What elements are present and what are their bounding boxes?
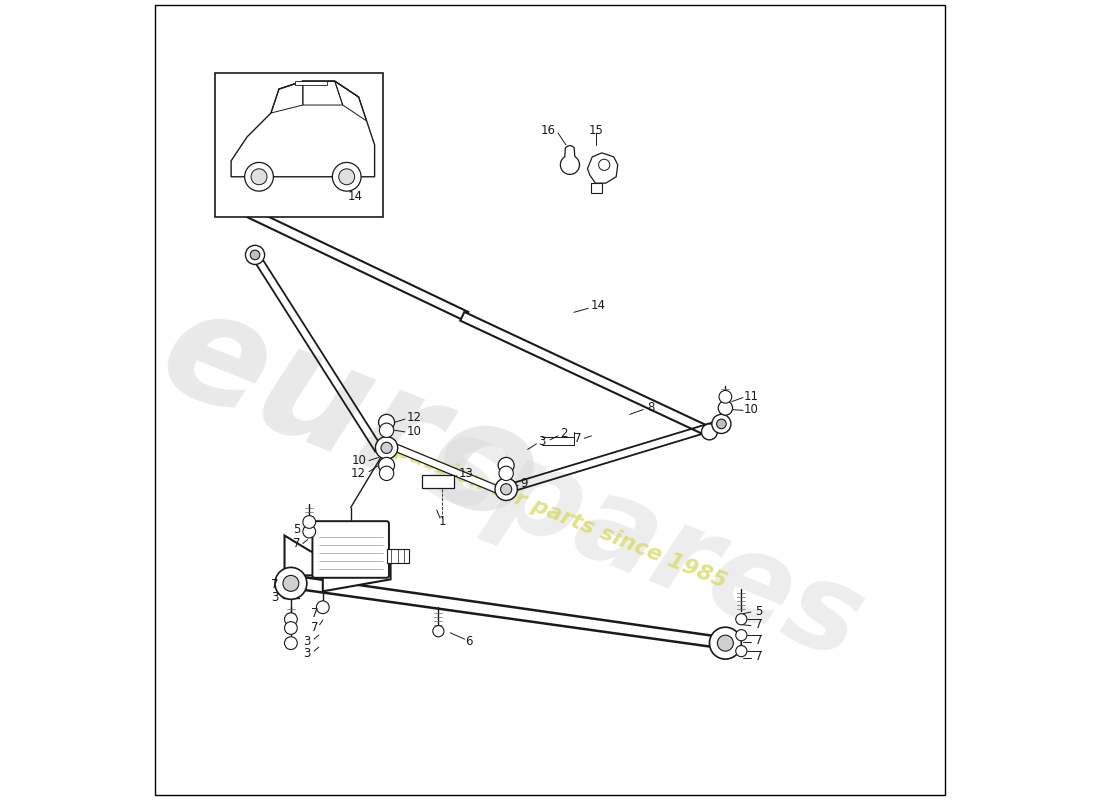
Circle shape — [499, 466, 514, 481]
Circle shape — [317, 601, 329, 614]
Text: 12: 12 — [407, 411, 422, 424]
Circle shape — [244, 162, 274, 191]
Text: 14: 14 — [348, 190, 362, 203]
Circle shape — [718, 401, 733, 415]
Text: 7: 7 — [272, 578, 278, 591]
Text: 7: 7 — [311, 607, 319, 620]
Polygon shape — [587, 153, 618, 183]
Circle shape — [378, 458, 395, 474]
Circle shape — [285, 613, 297, 626]
Circle shape — [717, 635, 734, 651]
Text: 5: 5 — [756, 605, 762, 618]
Text: 14: 14 — [591, 299, 605, 313]
Circle shape — [500, 484, 512, 495]
Circle shape — [381, 442, 393, 454]
Text: 1: 1 — [439, 514, 447, 528]
Circle shape — [219, 194, 235, 210]
Circle shape — [736, 630, 747, 641]
Text: 3: 3 — [538, 435, 546, 448]
Circle shape — [283, 575, 299, 591]
Circle shape — [375, 437, 398, 459]
Text: 12: 12 — [351, 467, 366, 480]
Circle shape — [378, 414, 395, 430]
Text: 10: 10 — [407, 426, 422, 438]
Circle shape — [285, 637, 297, 650]
Circle shape — [379, 423, 394, 438]
Text: 3: 3 — [304, 635, 310, 648]
Circle shape — [495, 478, 517, 501]
Text: 6: 6 — [465, 635, 472, 648]
Text: 7: 7 — [755, 634, 762, 647]
Polygon shape — [396, 444, 496, 494]
Circle shape — [710, 627, 741, 659]
Circle shape — [339, 169, 354, 185]
Text: 16: 16 — [541, 124, 556, 137]
FancyBboxPatch shape — [312, 521, 389, 578]
Text: 8: 8 — [647, 402, 654, 414]
Circle shape — [598, 159, 609, 170]
Polygon shape — [591, 183, 602, 193]
Text: 7: 7 — [574, 432, 582, 445]
Circle shape — [332, 162, 361, 191]
Text: 5: 5 — [293, 522, 300, 536]
Text: 3: 3 — [272, 591, 278, 604]
Text: 15: 15 — [588, 124, 604, 137]
Circle shape — [719, 390, 732, 403]
Bar — [216, 73, 383, 217]
Circle shape — [285, 622, 297, 634]
Circle shape — [219, 192, 227, 200]
Text: spares: spares — [411, 403, 880, 684]
Circle shape — [498, 458, 514, 474]
Circle shape — [702, 424, 717, 440]
Text: 7: 7 — [755, 618, 762, 631]
Text: 10: 10 — [351, 454, 366, 467]
Bar — [386, 549, 409, 563]
Circle shape — [302, 515, 316, 528]
Circle shape — [250, 250, 260, 260]
Text: euro: euro — [141, 274, 561, 558]
Circle shape — [432, 626, 444, 637]
Text: 7: 7 — [755, 650, 762, 663]
Circle shape — [302, 525, 316, 538]
Circle shape — [379, 466, 394, 481]
Polygon shape — [460, 312, 712, 436]
Polygon shape — [422, 475, 454, 488]
Text: a passion for parts since 1985: a passion for parts since 1985 — [371, 431, 729, 592]
Bar — [295, 81, 327, 85]
Circle shape — [716, 419, 726, 429]
Text: 10: 10 — [744, 403, 758, 416]
Circle shape — [736, 646, 747, 657]
Text: 13: 13 — [459, 467, 474, 480]
Circle shape — [736, 614, 747, 625]
Text: 7: 7 — [293, 537, 300, 550]
Circle shape — [275, 567, 307, 599]
Circle shape — [245, 246, 265, 265]
Polygon shape — [226, 198, 469, 321]
Polygon shape — [285, 535, 390, 591]
Text: 7: 7 — [311, 621, 319, 634]
Polygon shape — [560, 146, 580, 174]
Circle shape — [712, 414, 732, 434]
Text: 3: 3 — [304, 647, 310, 660]
Text: 9: 9 — [520, 478, 528, 490]
Circle shape — [251, 169, 267, 185]
Polygon shape — [302, 577, 725, 649]
Text: 11: 11 — [744, 390, 758, 402]
Text: 2: 2 — [561, 427, 568, 440]
